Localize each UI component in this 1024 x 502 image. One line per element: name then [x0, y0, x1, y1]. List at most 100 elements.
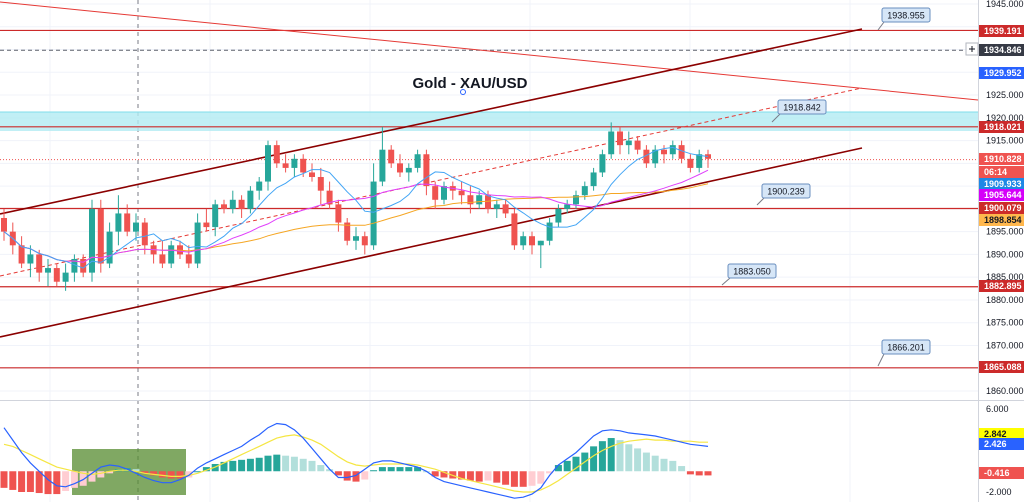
macd-histogram-bar [660, 458, 668, 472]
ma-fast-line [3, 146, 709, 269]
price-tick-label: 1915.000 [986, 136, 1024, 146]
channel-lower [0, 147, 863, 338]
price-tick-label: 1880.000 [986, 295, 1024, 305]
macd-histogram-bar [414, 467, 422, 472]
candle-body [432, 186, 439, 200]
macd-histogram-bar [334, 471, 342, 476]
candle-body [414, 154, 421, 168]
candle-body [221, 204, 227, 209]
candle-body [397, 163, 403, 173]
macd-histogram-bar [176, 471, 184, 479]
callout-box [777, 99, 827, 115]
macd-histogram-bar [255, 457, 263, 472]
macd-histogram-bar [229, 460, 237, 472]
macd-histogram-bar [317, 465, 325, 472]
price-tag-bg [979, 178, 1024, 190]
price-tag-label: 1865.088 [984, 362, 1022, 372]
candle-body [485, 195, 491, 209]
price-tag-label: 1898.854 [984, 215, 1022, 225]
candle-body [115, 213, 122, 232]
macd-histogram-bar [537, 471, 545, 484]
callout-box [761, 183, 811, 199]
macd-tick-label: 6.000 [986, 404, 1009, 414]
candle-body [106, 231, 113, 264]
candle-body [520, 236, 527, 246]
price-tick-label: 1920.000 [986, 113, 1024, 123]
crosshair-plus-icon[interactable] [965, 42, 979, 56]
candle-body [661, 149, 667, 155]
candles [1, 122, 711, 291]
macd-histogram-bar [387, 467, 395, 472]
price-tag-label: 1910.828 [984, 154, 1022, 164]
candle-body [634, 140, 641, 150]
macd-histogram-bar [88, 471, 96, 482]
price-tag-bg [979, 153, 1024, 165]
macd-histogram-bar [0, 471, 8, 488]
descending-trendline [0, 1, 978, 101]
macd-histogram-bar [273, 454, 281, 472]
candle-body [212, 204, 219, 228]
macd-histogram-bar [704, 471, 712, 476]
price-tag-label: 1882.895 [984, 281, 1022, 291]
candle-body [353, 236, 359, 241]
macd-histogram-bar [97, 471, 105, 478]
title-anchor-dot [460, 89, 466, 95]
macd-histogram-bar [220, 461, 228, 472]
macd-histogram-bar [9, 471, 17, 490]
candle-body [370, 181, 377, 246]
price-tag-label: 1918.021 [984, 122, 1022, 132]
price-tag-label: 1939.191 [984, 26, 1022, 36]
macd-histogram-bar [132, 469, 140, 472]
macd-histogram-bar [563, 460, 571, 472]
macd-tag-label: 2.842 [984, 429, 1007, 439]
candle-body [124, 213, 131, 232]
callout-pointer [877, 21, 885, 31]
candle-body [537, 240, 544, 246]
macd-histogram-bar [475, 471, 483, 482]
macd-histogram-bar [53, 471, 61, 495]
price-tag-label: 06:14 [984, 167, 1007, 177]
candle-body [361, 236, 368, 246]
candle-body [555, 208, 562, 223]
candle-body [617, 131, 623, 146]
macd-tick-label: -2.000 [986, 487, 1012, 497]
candle-body [581, 186, 588, 196]
price-tag-bg [979, 280, 1024, 292]
candle-body [53, 268, 60, 282]
candle-body [291, 158, 298, 168]
macd-histogram-bar [62, 471, 70, 491]
macd-histogram-bar [678, 466, 686, 472]
candle-body [696, 154, 703, 168]
candle-body [238, 199, 245, 209]
macd-histogram-bar [141, 471, 149, 474]
candle-body [194, 222, 201, 264]
candle-body [27, 254, 34, 264]
candle-body [379, 149, 386, 182]
candle-body [511, 213, 518, 246]
candle-body [317, 177, 324, 191]
ma-mid-line [3, 169, 709, 263]
macd-histogram-bar [625, 444, 633, 472]
macd-histogram-bar [238, 459, 246, 472]
price-tags: 1939.191 1934.846 1929.952 1918.021 1910.828… [979, 25, 1024, 373]
macd-histogram-bar [642, 452, 650, 472]
macd-histogram-bar [308, 460, 316, 472]
callout-box [881, 339, 931, 355]
channel-upper [0, 28, 863, 215]
candle-body [502, 204, 509, 214]
callout-box [881, 7, 931, 23]
overlays [3, 146, 709, 269]
macd-histogram-bar [150, 471, 158, 476]
price-tick-label: 1895.000 [986, 227, 1024, 237]
candle-body [71, 258, 78, 273]
macd-histogram-bar [246, 458, 254, 472]
candle-body [405, 167, 412, 173]
price-tick-label: 1885.000 [986, 272, 1024, 282]
macd-histogram-bar [651, 455, 659, 472]
macd-histogram-bar [607, 438, 615, 472]
candle-body [273, 145, 280, 164]
macd-histogram-bar [440, 471, 448, 478]
macd-histogram-bar [18, 471, 26, 492]
callout-pointer [877, 353, 885, 367]
